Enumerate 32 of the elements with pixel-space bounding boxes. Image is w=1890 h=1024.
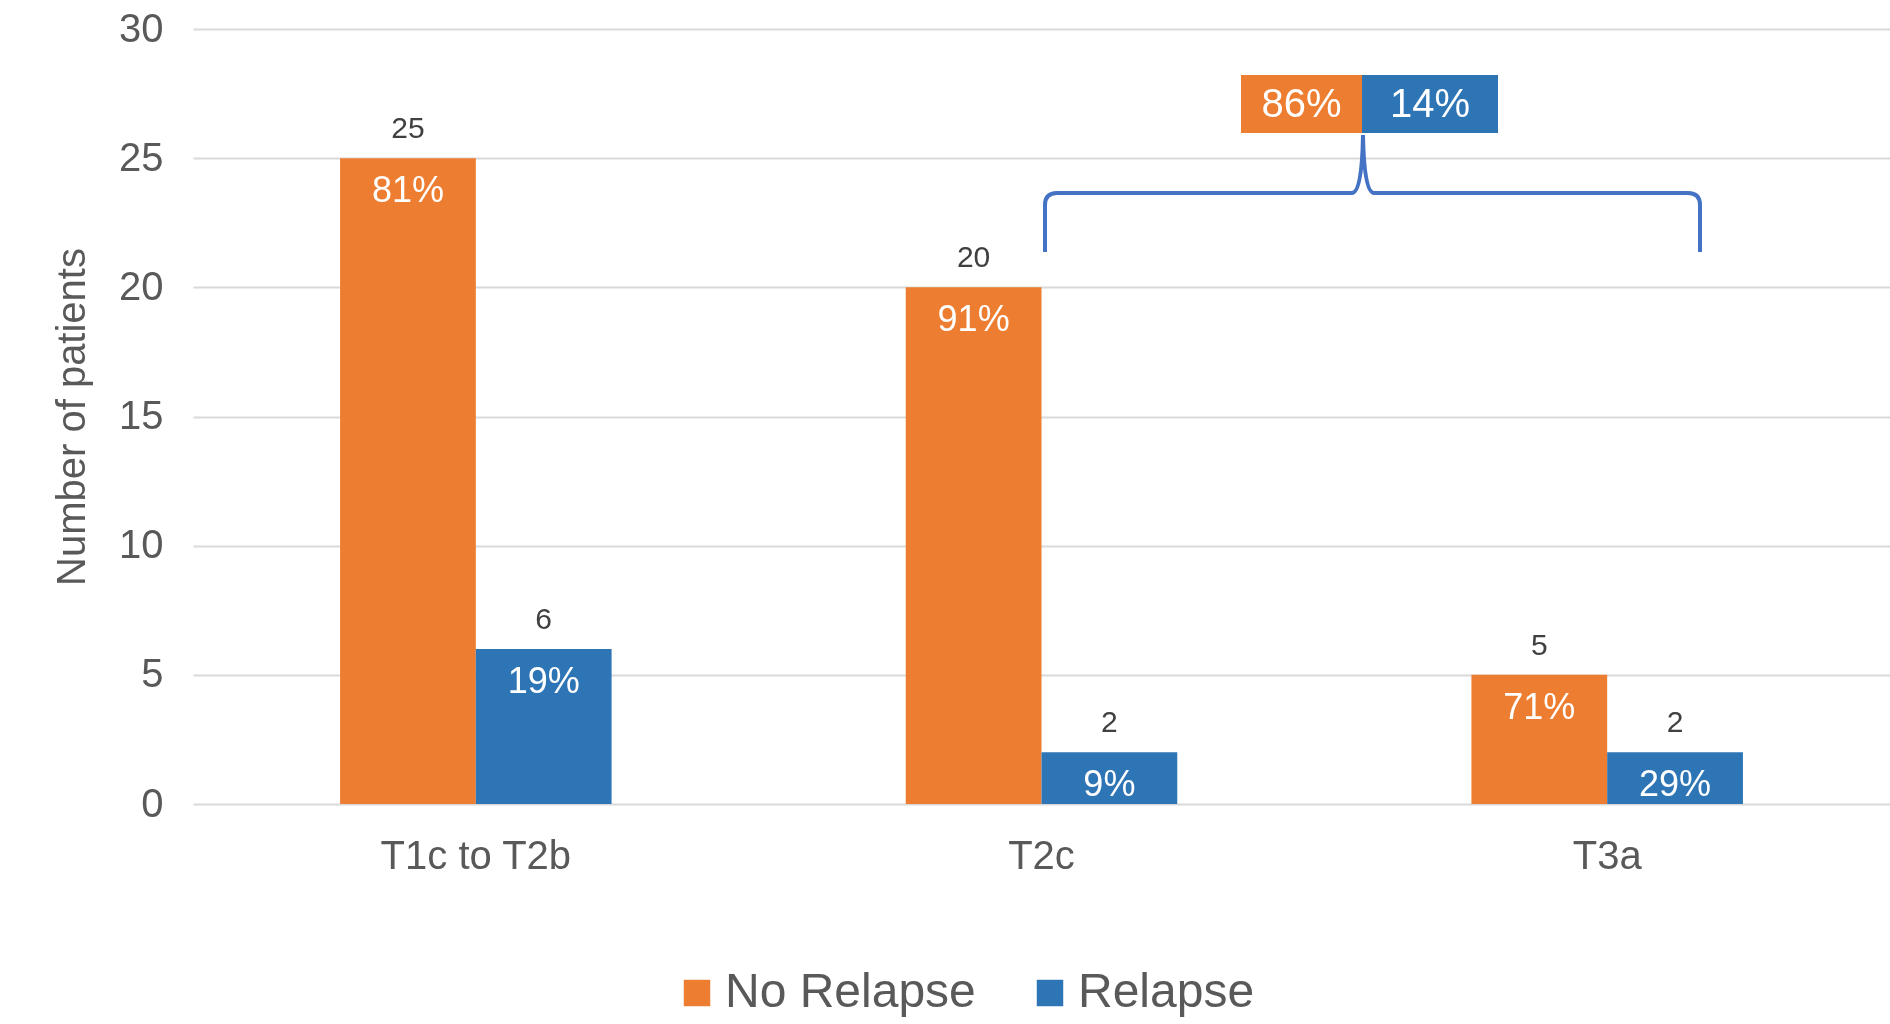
y-tick-label: 5 (141, 651, 164, 696)
annotation: 81% (371, 169, 444, 211)
annotation: 29% (1639, 763, 1712, 805)
data-label: 2 (1101, 705, 1118, 739)
data-label: 20 (956, 240, 991, 274)
x-tick-label: T3a (1572, 832, 1643, 877)
data-label: 5 (1530, 627, 1548, 661)
bar (1041, 752, 1178, 804)
annotation: 19% (507, 660, 580, 701)
legend-label: No Relapse (725, 964, 976, 1017)
x-tick-label: T1c to T2b (380, 832, 572, 877)
y-tick-label: 15 (119, 393, 164, 437)
data-label: 6 (535, 602, 553, 635)
annotation: 14% (1389, 81, 1471, 125)
y-tick-label: 20 (119, 263, 164, 308)
bar (340, 158, 476, 804)
y-tick-label: 0 (141, 780, 164, 825)
legend-label: Relapse (1078, 964, 1255, 1017)
x-tick-label: T2c (1008, 832, 1075, 877)
y-tick-label: 30 (119, 5, 164, 50)
y-axis-title: Number of patients (49, 248, 94, 586)
data-label: 25 (391, 111, 425, 145)
data-label: 2 (1666, 705, 1684, 739)
bar (475, 649, 612, 804)
bar (905, 287, 1042, 804)
annotation: 71% (1503, 685, 1576, 727)
annotation: 86% (1261, 81, 1342, 125)
y-tick-label: 10 (119, 522, 164, 567)
y-tick-label: 25 (119, 134, 164, 179)
annotation: 91% (937, 298, 1010, 340)
annotation: 9% (1083, 763, 1136, 805)
bar (1471, 674, 1608, 804)
